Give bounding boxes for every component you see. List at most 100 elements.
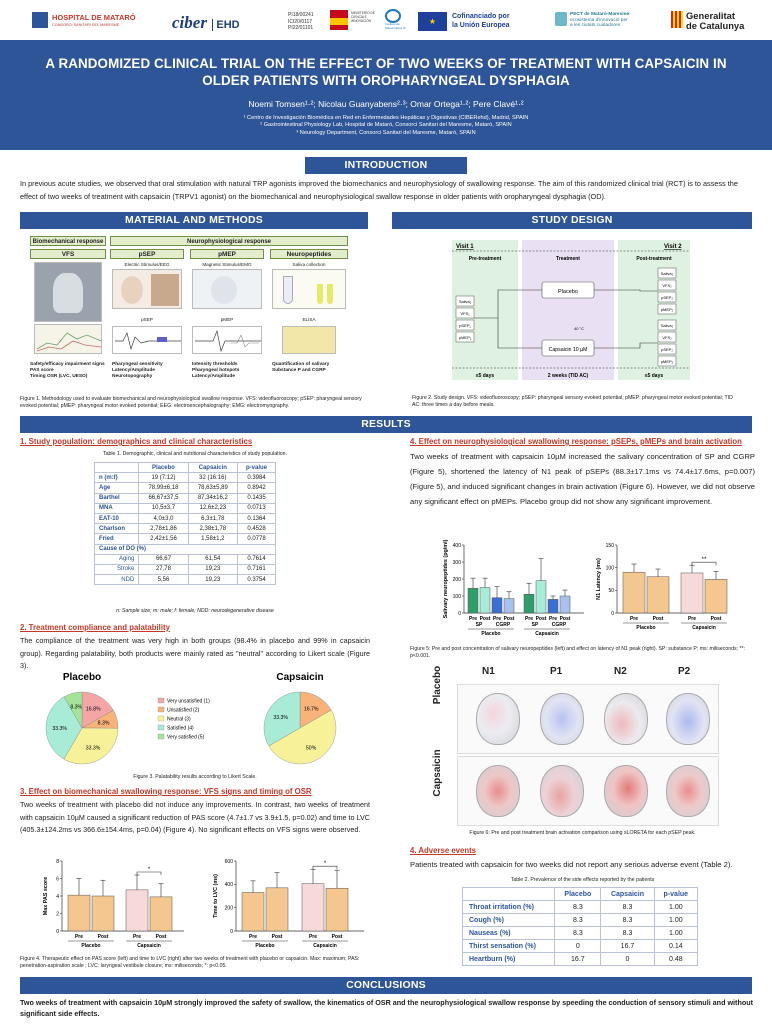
isciii-text: Instituto de Salud Carlos III — [385, 22, 406, 30]
pmep-image — [192, 269, 262, 309]
bullet: Latency/Amplitude — [192, 374, 235, 380]
bar-sub-label: CGRP — [552, 622, 567, 628]
bar-label: Post — [272, 934, 283, 940]
results-s4-text: Two weeks of treatment with capsaicin 10… — [410, 452, 755, 506]
brain-map — [666, 765, 710, 817]
vfs-graph — [34, 324, 102, 354]
table-cell: 2,78±1,86 — [138, 523, 189, 535]
pie-slice-label: 50% — [306, 745, 317, 751]
y-tick-label: 0 — [56, 929, 59, 935]
table-cell: 19,23 — [187, 574, 238, 586]
authors: Noemi Tomsen¹·²; Nicolau Guanyabens²·³; … — [248, 99, 524, 109]
table-row-label: n (m:f) — [93, 472, 140, 484]
bar — [535, 580, 547, 614]
brain-col-p1: P1 — [550, 666, 563, 677]
vfs-graph-lines — [36, 332, 102, 352]
table-cell: 0.7161 — [236, 563, 277, 576]
table-cell: 66,67±37,5 — [138, 492, 189, 504]
bullet: Latency/Amplitude — [112, 368, 155, 374]
pie-slice-label: 8.3% — [98, 720, 110, 726]
table-header-cell — [93, 461, 140, 474]
right-box: pMEP₂ — [661, 359, 674, 364]
legend-label: Neutral (3) — [167, 717, 191, 723]
table-cell: 19 (7:12) — [138, 472, 189, 484]
affiliation: ³ Neurology Department, Consorci Sanitar… — [296, 129, 476, 136]
isciii-logo: Instituto de Salud Carlos III — [385, 9, 407, 30]
pmep-label: pMEP — [220, 317, 234, 322]
legend-swatch — [157, 733, 165, 740]
table-row-label: Aging — [93, 553, 140, 565]
grant-codes: PI18/00241 ICI20/0117 PI22/01101 — [288, 12, 314, 32]
table-section-label: Cause of DO (%) — [94, 543, 276, 555]
bar-label: Pre — [549, 616, 557, 622]
bar — [559, 595, 571, 614]
elisa-label: ELISA — [302, 317, 316, 322]
pie-slice-label: 16.8% — [86, 707, 101, 713]
table-row-label: Stroke — [93, 563, 140, 576]
pie-capsaicin: Capsaicin 16.7% 50% 33.3% — [263, 672, 337, 765]
bar-label: Post — [653, 616, 664, 622]
brain-map — [604, 765, 648, 817]
brain-map — [666, 693, 710, 745]
table1-caption: Table 1. Demographic, clinical and nutri… — [103, 451, 287, 457]
bar — [301, 883, 325, 932]
pect-text-3: a les ciutats cuidadores — [570, 23, 621, 29]
table-header-cell: Capsaicin — [600, 887, 655, 901]
right-boxes-top: Saliva₂ VFS₂ pSEP₂ pMEP₂ — [657, 267, 677, 315]
placebo-label: Placebo — [558, 289, 578, 295]
group-label: Placebo — [481, 631, 500, 637]
significance-marker: * — [148, 867, 151, 873]
table-cell: 0.1435 — [236, 492, 277, 504]
bar-label: Post — [480, 616, 491, 622]
pmep-wave — [195, 329, 261, 353]
left-box: pSEP₁ — [459, 323, 471, 328]
bar-label: Pre — [249, 934, 257, 940]
table-row-label: Throat irritation (%) — [461, 900, 556, 914]
table-row: Stroke 27,78 19,23 0.7161 — [93, 563, 277, 576]
y-tick-label: 150 — [606, 543, 615, 549]
table1-note: n: Sample size; m: male; f: female; NDD:… — [116, 608, 274, 614]
sub-electric: Electric Stimulus/EEG — [124, 262, 170, 267]
bullet: Timing OSR (LVC, UESO) — [30, 374, 88, 380]
left-box: Saliva₁ — [459, 299, 472, 304]
pie-slice-label: 16.7% — [304, 707, 319, 713]
results-s3-text: Two weeks of treatment with placebo did … — [20, 800, 370, 834]
poster-title: A RANDOMIZED CLINICAL TRIAL ON THE EFFEC… — [45, 56, 727, 88]
pie-legend: Very unsatisfied (1) Unsatisfied (2) Neutr… — [157, 697, 210, 741]
conclusions-text: Two weeks of treatment with capsaicin 10… — [20, 998, 754, 1018]
table-cell: 87,34±16,2 — [187, 492, 238, 504]
table-row: Cough (%) 8.3 8.3 1.00 — [461, 913, 699, 927]
table-row-label: Charlson — [93, 523, 140, 535]
legend-swatch — [157, 706, 165, 713]
treatment-label: Treatment — [556, 256, 580, 262]
table-row-label: Thirst sensation (%) — [461, 939, 556, 953]
legend-swatch — [157, 715, 165, 722]
pie-slice-label: 33.3% — [273, 715, 288, 721]
legend-label: Very unsatisfied (1) — [167, 699, 210, 705]
bar — [523, 594, 535, 614]
y-tick-label: 400 — [225, 882, 234, 888]
bar-label: Pre — [75, 934, 83, 940]
capsaicin-label: Capsaicin 10 µM — [549, 347, 588, 353]
bar — [325, 887, 349, 932]
table-header-cell: p-value — [653, 887, 699, 901]
figure6-caption: Figure 6: Pre and post treatment brain a… — [469, 830, 696, 836]
figure3-caption: Figure 3. Palatability results according… — [133, 774, 257, 780]
y-tick-label: 0 — [230, 929, 233, 935]
pie-title: Placebo — [63, 672, 101, 683]
psep-image — [112, 269, 182, 309]
bar-label: Post — [156, 934, 167, 940]
post-treatment-zone — [618, 240, 690, 380]
ciber-text: ciber — [172, 13, 207, 32]
significance-marker: * — [324, 861, 327, 867]
table-cell: 8.3 — [600, 900, 655, 914]
y-tick-label: 8 — [56, 859, 59, 865]
bullet: Pharyngeal sensitivity — [112, 362, 163, 367]
bar-label: Post — [560, 616, 571, 622]
ciber-logo: ciber EHD — [172, 13, 240, 33]
bar-label: Pre — [688, 616, 696, 622]
table-cell: 12,6±2,23 — [187, 502, 238, 514]
brain-map — [604, 693, 648, 745]
eu-text-1: Cofinanciado por — [452, 13, 510, 20]
right-box: Saliva₂ — [661, 271, 674, 276]
